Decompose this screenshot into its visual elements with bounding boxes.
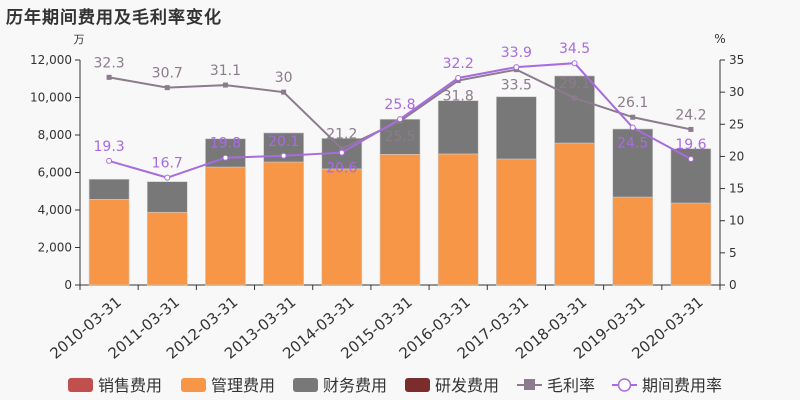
left-tick-label: 0 (64, 278, 72, 292)
left-tick-label: 6,000 (38, 166, 72, 180)
left-tick-label: 2,000 (38, 241, 72, 255)
legend-label: 销售费用 (98, 376, 162, 395)
line-point (164, 85, 170, 91)
line-point (106, 74, 112, 80)
right-tick-label: 20 (729, 149, 744, 163)
bar-管理费用 (263, 161, 304, 286)
line-point (164, 174, 171, 181)
legend-label: 毛利率 (547, 376, 595, 395)
line-point (630, 114, 636, 120)
bar-管理费用 (88, 199, 130, 286)
line-point (222, 82, 228, 88)
bar-管理费用 (146, 211, 188, 286)
data-label: 19.8 (210, 136, 241, 152)
data-label: 20.1 (268, 134, 299, 150)
bar-财务费用 (146, 181, 188, 213)
line-point (222, 154, 229, 161)
bar-财务费用 (88, 178, 130, 200)
data-label: 31.1 (210, 63, 241, 79)
legend-label: 管理费用 (211, 376, 275, 395)
data-label: 19.6 (675, 137, 706, 153)
data-label: 25.5 (384, 129, 415, 145)
left-tick-label: 8,000 (38, 128, 72, 142)
data-label: 16.7 (152, 156, 183, 172)
right-unit-label: % (714, 32, 725, 46)
left-unit-label: 万 (74, 33, 85, 46)
bar-财务费用 (496, 96, 537, 160)
bar-财务费用 (554, 75, 595, 144)
right-tick-label: 5 (729, 246, 737, 260)
line-point (280, 152, 287, 159)
data-label: 33.5 (501, 78, 532, 94)
bar-财务费用 (437, 100, 479, 155)
data-label: 32.2 (443, 56, 474, 72)
bar-财务费用 (612, 128, 654, 198)
right-tick-label: 30 (729, 85, 744, 99)
bar-财务费用 (379, 118, 421, 155)
line-point (688, 126, 694, 132)
legend-label: 期间费用率 (642, 376, 722, 395)
legend-swatch (293, 378, 318, 392)
line-point (455, 75, 462, 81)
line-point (687, 156, 694, 162)
left-tick-label: 10,000 (30, 91, 72, 105)
legend-swatch (68, 378, 93, 392)
data-label: 32.3 (94, 55, 125, 71)
right-tick-label: 35 (729, 53, 744, 67)
right-tick-label: 10 (729, 214, 744, 228)
line-point (571, 60, 578, 67)
data-label: 26.1 (617, 95, 648, 111)
legend-swatch (405, 378, 430, 392)
line-point (513, 64, 520, 71)
line-point (397, 116, 403, 123)
line-point (338, 149, 345, 156)
left-tick-label: 4,000 (38, 203, 72, 217)
data-label: 24.5 (617, 136, 648, 152)
line-point (339, 146, 345, 152)
data-label: 25.8 (384, 97, 415, 113)
bar-管理费用 (670, 202, 712, 286)
data-label: 21.2 (326, 127, 357, 143)
bar-管理费用 (205, 166, 246, 286)
data-label: 20.6 (326, 161, 357, 177)
chart-title: 历年期间费用及毛利率变化 (6, 8, 222, 28)
legend-swatch (181, 378, 206, 392)
data-label: 29.1 (559, 76, 590, 92)
data-label: 19.3 (94, 139, 125, 155)
data-label: 31.8 (443, 89, 474, 105)
data-label: 30 (275, 70, 293, 86)
data-label: 33.9 (501, 45, 532, 61)
line-point (106, 157, 113, 164)
legend-label: 财务费用 (323, 376, 387, 395)
bar-管理费用 (437, 153, 479, 286)
right-tick-label: 15 (729, 182, 744, 196)
data-label: 34.5 (559, 41, 590, 57)
bar-管理费用 (554, 142, 595, 286)
right-tick-label: 0 (729, 278, 737, 292)
bar-管理费用 (379, 154, 421, 286)
legend-marker (524, 379, 535, 390)
left-tick-label: 12,000 (30, 53, 72, 67)
legend-label: 研发费用 (435, 376, 499, 395)
right-tick-label: 25 (729, 117, 744, 131)
data-label: 24.2 (675, 107, 706, 123)
bar-管理费用 (321, 168, 363, 286)
line-point (572, 95, 578, 101)
data-label: 30.7 (152, 66, 183, 82)
legend-marker (617, 378, 632, 392)
line-point (281, 89, 287, 95)
bar-管理费用 (496, 158, 537, 286)
bar-管理费用 (612, 196, 654, 286)
line-point (629, 124, 636, 131)
